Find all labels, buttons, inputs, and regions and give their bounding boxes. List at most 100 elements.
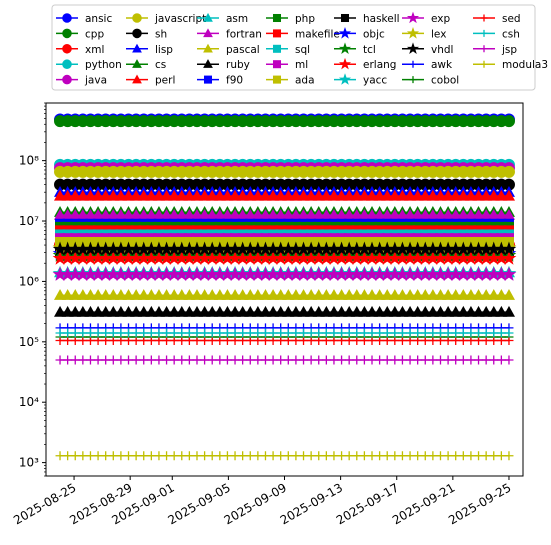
data-point-perl [358, 189, 371, 201]
data-point-perl [404, 189, 417, 201]
data-point-jsp [215, 355, 225, 365]
data-point-perl [426, 189, 439, 201]
data-point-modula3 [93, 451, 103, 461]
data-point-pascal [114, 289, 127, 300]
y-tick-label: 10⁷ [19, 214, 39, 228]
data-point-modula3 [70, 451, 80, 461]
data-point-modula3 [55, 451, 65, 461]
y-axis: 10³ 10⁴ 10⁵ 10⁶ 10⁷ 10⁸ [19, 102, 46, 477]
data-point-pascal [487, 289, 500, 300]
data-point-perl [282, 189, 295, 201]
data-point-sed [184, 336, 194, 346]
x-tick-label: 2025-09-17 [334, 480, 401, 527]
data-point-perl [76, 189, 89, 201]
data-point-modula3 [481, 451, 491, 461]
data-point-jsp [413, 355, 423, 365]
data-point-perl [221, 189, 234, 201]
data-point-pascal [236, 289, 249, 300]
data-point-jsp [496, 355, 506, 365]
data-point-perl [274, 189, 287, 201]
data-point-sed [458, 336, 468, 346]
data-point-jsp [162, 355, 172, 365]
data-point-pascal [99, 289, 112, 300]
data-point-sed [428, 336, 438, 346]
data-point-modula3 [291, 451, 301, 461]
data-point-pascal [434, 289, 447, 300]
data-point-modula3 [435, 451, 445, 461]
data-point-pascal [206, 289, 219, 300]
data-point-csh [169, 328, 179, 338]
data-point-jsp [108, 355, 118, 365]
data-point-ruby [358, 305, 371, 317]
data-point-pascal [130, 289, 143, 300]
legend-label: lex [431, 28, 446, 40]
data-point-ruby [305, 305, 318, 317]
data-point-perl [396, 189, 409, 201]
data-point-csh [177, 328, 187, 338]
data-point-modula3 [85, 451, 95, 461]
data-point-jsp [276, 355, 286, 365]
data-point-sed [496, 336, 506, 346]
legend-marker-exp [406, 11, 420, 24]
data-point-sed [108, 336, 118, 346]
series-erlang [52, 250, 517, 265]
data-point-modula3 [496, 451, 506, 461]
data-point-sed [443, 336, 453, 346]
data-point-perl [457, 189, 470, 201]
data-point-csh [245, 328, 255, 338]
legend-item-python: python [56, 59, 122, 71]
data-point-perl [145, 189, 158, 201]
data-point-ruby [487, 305, 500, 317]
data-point-sed [489, 336, 499, 346]
data-point-perl [312, 189, 325, 201]
data-point-ruby [388, 305, 401, 317]
data-point-sed [207, 336, 217, 346]
data-point-jsp [291, 355, 301, 365]
data-point-modula3 [337, 451, 347, 461]
data-point-jsp [352, 355, 362, 365]
data-point-csh [184, 328, 194, 338]
data-point-csh [222, 328, 232, 338]
data-point-jsp [458, 355, 468, 365]
data-point-pascal [61, 289, 74, 300]
data-point-sed [78, 336, 88, 346]
data-point-ruby [335, 305, 348, 317]
data-point-pascal [457, 289, 470, 300]
data-point-pascal [381, 289, 394, 300]
data-point-pascal [343, 289, 356, 300]
data-point-sed [253, 336, 263, 346]
y-tick-label: 10⁴ [19, 395, 39, 409]
data-point-ruby [137, 305, 150, 317]
data-point-jsp [131, 355, 141, 365]
legend-label: perl [155, 75, 175, 87]
data-point-sed [101, 336, 111, 346]
data-point-ruby [381, 305, 394, 317]
data-point-modula3 [314, 451, 324, 461]
data-point-perl [327, 189, 340, 201]
data-point-perl [495, 189, 508, 201]
data-point-pascal [297, 289, 310, 300]
legend-label: haskell [363, 13, 400, 25]
data-point-perl [206, 189, 219, 201]
data-point-csh [420, 328, 430, 338]
data-point-pascal [282, 289, 295, 300]
data-point-csh [215, 328, 225, 338]
data-point-sed [268, 336, 278, 346]
data-point-pascal [350, 289, 363, 300]
data-point-pascal [92, 289, 105, 300]
data-point-ruby [419, 305, 432, 317]
data-point-jsp [70, 355, 80, 365]
data-point-pascal [320, 289, 333, 300]
data-point-modula3 [329, 451, 339, 461]
legend-item-sh: sh [126, 28, 167, 40]
data-point-pascal [419, 289, 432, 300]
data-point-jsp [230, 355, 240, 365]
data-point-csh [321, 328, 331, 338]
legend-marker-ansic [62, 13, 72, 23]
legend-item-fortran: fortran [197, 28, 262, 40]
data-point-modula3 [238, 451, 248, 461]
data-point-csh [451, 328, 461, 338]
data-point-sed [504, 336, 514, 346]
data-point-ruby [61, 305, 74, 317]
data-point-csh [101, 328, 111, 338]
